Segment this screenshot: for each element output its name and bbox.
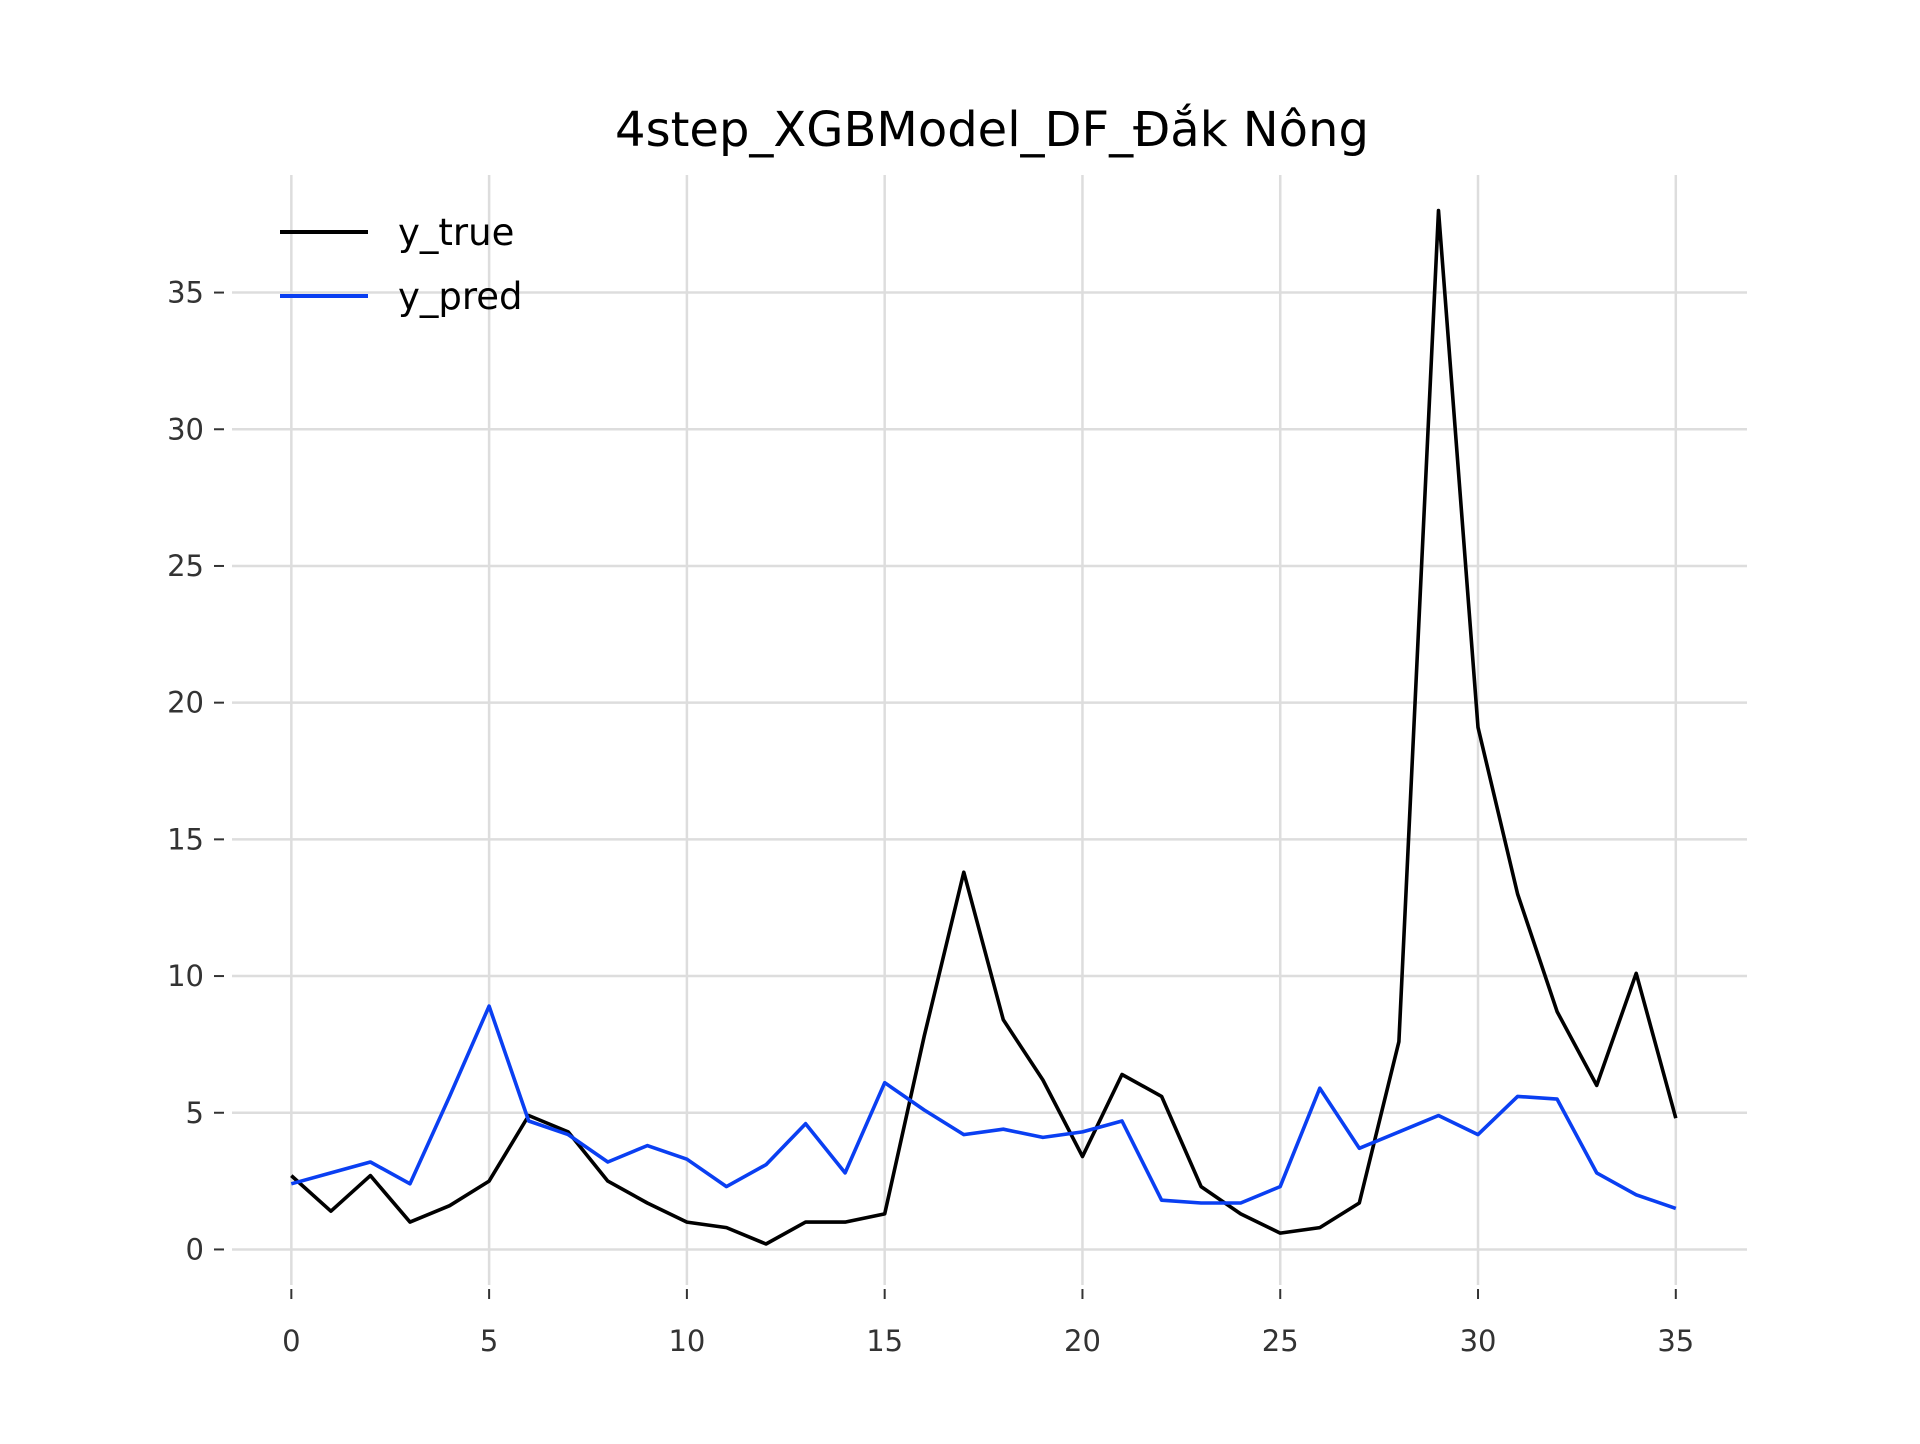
- y-tick-label: 20: [167, 686, 204, 720]
- y-tick-label: 30: [167, 412, 204, 446]
- x-tick-label: 15: [866, 1324, 903, 1358]
- y-tick-label: 5: [186, 1096, 204, 1130]
- legend-label-y-true: y_true: [398, 211, 514, 254]
- x-tick-label: 0: [282, 1324, 300, 1358]
- x-tick-label: 20: [1064, 1324, 1101, 1358]
- y-tick-label: 35: [167, 276, 204, 310]
- chart-title: 4step_XGBModel_DF_Đắk Nông: [615, 102, 1369, 158]
- y-tick-label: 10: [167, 959, 204, 993]
- series-line-y-true: [291, 211, 1676, 1245]
- x-tick-label: 5: [480, 1324, 498, 1358]
- legend: y_true y_pred: [280, 211, 523, 318]
- legend-label-y-pred: y_pred: [398, 275, 523, 318]
- grid-lines: [232, 175, 1747, 1285]
- x-tick-label: 30: [1460, 1324, 1497, 1358]
- y-tick-label: 0: [186, 1232, 204, 1266]
- x-tick-label: 25: [1262, 1324, 1299, 1358]
- y-axis: 0 5 10 15 20 25 30 35: [167, 276, 224, 1267]
- y-tick-label: 15: [167, 822, 204, 856]
- x-tick-label: 10: [668, 1324, 705, 1358]
- y-tick-label: 25: [167, 549, 204, 583]
- x-tick-label: 35: [1657, 1324, 1694, 1358]
- series-line-y-pred: [291, 1006, 1676, 1208]
- series-lines: [291, 211, 1676, 1245]
- x-axis: 0 5 10 15 20 25 30 35: [282, 1289, 1694, 1358]
